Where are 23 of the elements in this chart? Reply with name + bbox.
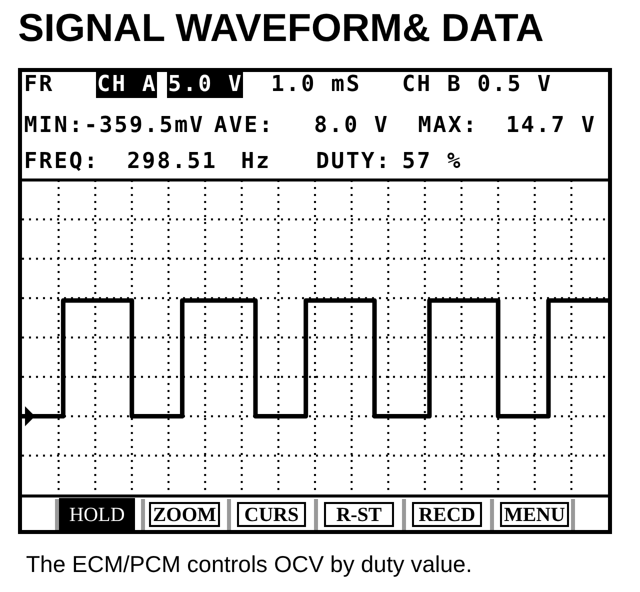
text: 14.7 V [506,112,596,138]
text: FREQ: [24,148,100,174]
text: 57 % [402,148,462,174]
text: CH B 0.5 V [402,72,552,96]
text: MAX: [418,112,478,138]
text: AVE: [214,112,274,138]
button: ZOOM [149,502,220,527]
button: CURS [237,502,306,527]
text: 1.0 mS [271,72,362,96]
text: CH A [96,72,158,98]
text: The ECM/PCM controls OCV by duty value. [26,551,472,577]
text: 298.51 [127,148,218,174]
text: 5.0 V [167,72,244,98]
button: MENU [500,502,569,527]
text: 8.0 V [314,112,390,138]
text: FR [24,72,54,96]
chart-title: SIGNAL WAVEFORM& DATA [18,7,544,50]
button: R-ST [324,502,394,527]
text: MIN:-359.5mV [24,112,205,138]
button: HOLD [59,498,135,531]
text: Hz [241,148,272,174]
text: DUTY: [316,148,392,174]
button: RECD [412,502,482,527]
